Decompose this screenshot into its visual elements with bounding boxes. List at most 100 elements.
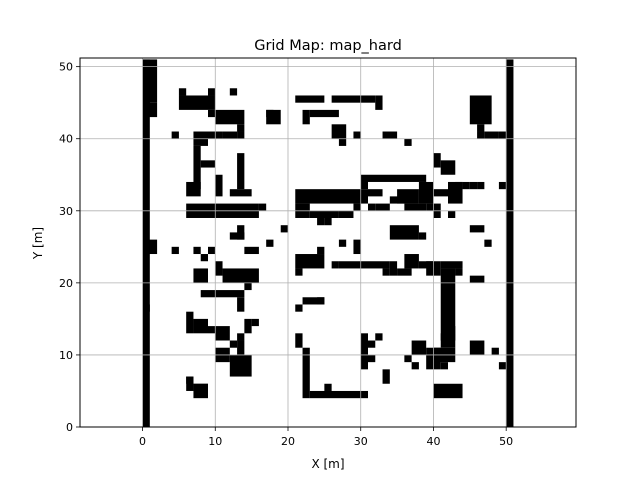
x-axis-label: X [m] bbox=[311, 457, 344, 471]
occupied-cell bbox=[433, 153, 441, 168]
occupied-cell bbox=[222, 268, 259, 283]
occupied-cell bbox=[266, 109, 274, 118]
occupied-cell bbox=[506, 59, 514, 427]
occupied-cell bbox=[302, 297, 325, 305]
occupied-cell bbox=[353, 203, 361, 211]
occupied-cell bbox=[193, 246, 201, 255]
occupied-cell bbox=[244, 282, 252, 291]
occupied-cell bbox=[295, 333, 303, 348]
occupied-cell bbox=[309, 210, 339, 218]
occupied-cell bbox=[375, 333, 383, 341]
y-tick-label: 10 bbox=[59, 349, 73, 362]
occupied-cells-layer bbox=[142, 59, 514, 427]
occupied-cell bbox=[469, 340, 485, 355]
occupied-cell bbox=[389, 261, 398, 276]
occupied-cell bbox=[309, 390, 368, 399]
y-tick-label: 30 bbox=[59, 205, 73, 218]
occupied-cell bbox=[295, 304, 303, 312]
occupied-cell bbox=[186, 311, 194, 334]
occupied-cell bbox=[251, 318, 259, 327]
x-tick-label: 20 bbox=[281, 435, 295, 448]
occupied-cell bbox=[193, 318, 208, 334]
occupied-cell bbox=[404, 254, 419, 269]
occupied-cell bbox=[389, 225, 419, 240]
occupied-cell bbox=[208, 246, 216, 255]
occupied-cell bbox=[222, 131, 238, 139]
occupied-cell bbox=[208, 326, 216, 334]
occupied-cell bbox=[375, 95, 383, 110]
occupied-cell bbox=[295, 254, 325, 269]
occupied-cell bbox=[440, 160, 456, 175]
occupied-cell bbox=[171, 246, 179, 255]
occupied-cell bbox=[498, 131, 507, 139]
occupied-cell bbox=[237, 131, 245, 139]
occupied-cell bbox=[244, 246, 259, 255]
occupied-cell bbox=[302, 347, 310, 399]
occupied-cell bbox=[171, 131, 179, 139]
y-axis-label: Y [m] bbox=[31, 227, 45, 260]
y-tick-label: 40 bbox=[59, 133, 73, 146]
occupied-cell bbox=[469, 275, 485, 283]
occupied-cell bbox=[244, 318, 252, 334]
occupied-cell bbox=[389, 196, 405, 204]
occupied-cell bbox=[375, 203, 390, 211]
occupied-cell bbox=[368, 203, 376, 211]
axes-layer: 0 10 20 30 40 50 0 10 20 30 40 50 bbox=[59, 61, 513, 448]
occupied-cell bbox=[200, 254, 208, 262]
occupied-cell bbox=[411, 340, 427, 355]
occupied-cell bbox=[178, 88, 187, 96]
occupied-cell bbox=[404, 203, 427, 211]
occupied-cell bbox=[215, 174, 223, 197]
occupied-cell bbox=[368, 354, 376, 363]
occupied-cell bbox=[498, 362, 507, 370]
occupied-cell bbox=[193, 145, 201, 190]
occupied-cell bbox=[142, 59, 158, 103]
occupied-cell bbox=[215, 326, 230, 341]
plot-area bbox=[79, 57, 577, 428]
occupied-cell bbox=[229, 189, 252, 197]
occupied-cell bbox=[433, 210, 441, 218]
occupied-cell bbox=[331, 95, 376, 103]
occupied-cell bbox=[360, 174, 368, 190]
occupied-cell bbox=[469, 95, 492, 125]
plot-frame bbox=[79, 57, 577, 428]
occupied-cell bbox=[448, 268, 456, 276]
y-tick-label: 20 bbox=[59, 277, 73, 290]
occupied-cell bbox=[295, 189, 368, 204]
occupied-cell bbox=[186, 376, 194, 384]
occupied-cell bbox=[237, 333, 245, 341]
occupied-cell bbox=[295, 268, 303, 276]
x-tick-label: 30 bbox=[354, 435, 368, 448]
occupied-cell bbox=[142, 102, 158, 118]
occupied-cell bbox=[440, 268, 456, 341]
chart-title: Grid Map: map_hard bbox=[254, 38, 402, 54]
x-tick-label: 40 bbox=[426, 435, 440, 448]
x-tick-label: 0 bbox=[139, 435, 146, 448]
occupied-cell bbox=[411, 362, 419, 370]
occupied-cell bbox=[404, 138, 412, 146]
x-tick-label: 10 bbox=[208, 435, 222, 448]
occupied-cell bbox=[426, 189, 456, 197]
occupied-cell bbox=[360, 333, 368, 370]
occupied-cell bbox=[477, 181, 485, 190]
occupied-cell bbox=[469, 225, 485, 233]
occupied-cell bbox=[418, 232, 427, 240]
occupied-cell bbox=[455, 268, 463, 276]
occupied-cell bbox=[368, 189, 383, 197]
occupied-cell bbox=[498, 181, 507, 190]
occupied-cell bbox=[200, 290, 245, 298]
occupied-cell bbox=[317, 218, 325, 226]
occupied-cell bbox=[237, 153, 245, 190]
occupied-cell bbox=[368, 174, 427, 182]
occupied-cell bbox=[455, 181, 463, 190]
occupied-cell bbox=[237, 297, 245, 312]
occupied-cell bbox=[178, 95, 216, 110]
occupied-cell bbox=[237, 340, 245, 355]
occupied-cell bbox=[353, 131, 361, 139]
occupied-cell bbox=[448, 210, 456, 218]
occupied-cell bbox=[484, 131, 499, 139]
occupied-cell bbox=[382, 369, 390, 384]
occupied-cell bbox=[404, 354, 412, 363]
occupied-cell bbox=[331, 261, 339, 269]
occupied-cell bbox=[193, 268, 208, 283]
